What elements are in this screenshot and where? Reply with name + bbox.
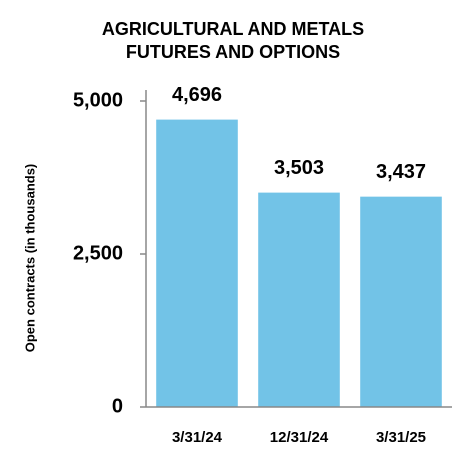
value-label: 3,437 — [376, 161, 426, 183]
y-tick-label: 5,000 — [73, 89, 123, 111]
x-tick-label: 3/31/25 — [376, 429, 426, 446]
y-tick-label: 2,500 — [73, 242, 123, 264]
x-tick-label: 12/31/24 — [270, 429, 329, 446]
x-tick-label: 3/31/24 — [172, 429, 223, 446]
value-label: 3,503 — [274, 157, 324, 179]
bar — [360, 196, 442, 407]
bar — [258, 192, 340, 407]
chart-title: FUTURES AND OPTIONS — [126, 42, 340, 62]
bar — [156, 119, 238, 407]
y-tick-label: 0 — [112, 395, 123, 417]
value-label: 4,696 — [172, 84, 222, 106]
y-axis-label: Open contracts (in thousands) — [22, 164, 37, 353]
chart-title: AGRICULTURAL AND METALS — [102, 19, 364, 39]
